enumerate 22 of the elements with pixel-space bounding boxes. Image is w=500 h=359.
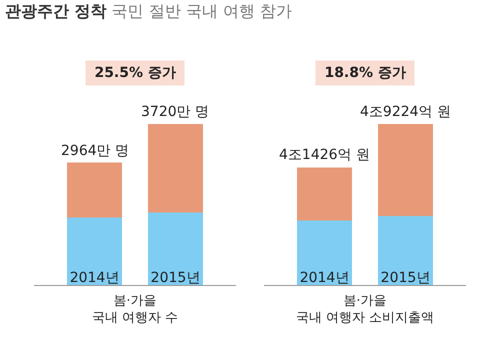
x-tick-label: 2014년 [300, 270, 350, 286]
bar [378, 124, 434, 216]
annotation: 2964만 명 [61, 143, 130, 159]
annotation: 4조9224억 원 [360, 104, 451, 120]
x-tick-label: 2015년 [150, 270, 200, 286]
x-axis-title: 봄·가을 국내 여행자 소비지출액 [296, 294, 434, 326]
x-tick-label: 2015년 [380, 270, 430, 286]
bar [378, 216, 434, 285]
bar [66, 162, 122, 218]
bar [148, 124, 204, 213]
bar [66, 217, 122, 285]
x-axis-title: 봄·가을 국내 여행자 수 [92, 294, 178, 326]
bar [148, 212, 204, 285]
text: 25.5% 증가 [94, 65, 176, 81]
text: 18.8% 증가 [324, 65, 406, 81]
annotation: 4조1426억 원 [279, 147, 370, 163]
bar [296, 220, 352, 285]
chart-subtitle: 국민 절반 국내 여행 참가 [112, 2, 292, 21]
annotation: 3720만 명 [141, 104, 210, 120]
bar [296, 167, 352, 221]
chart-title: 관광주간 정착 [5, 2, 107, 21]
x-tick-label: 2014년 [70, 270, 120, 286]
